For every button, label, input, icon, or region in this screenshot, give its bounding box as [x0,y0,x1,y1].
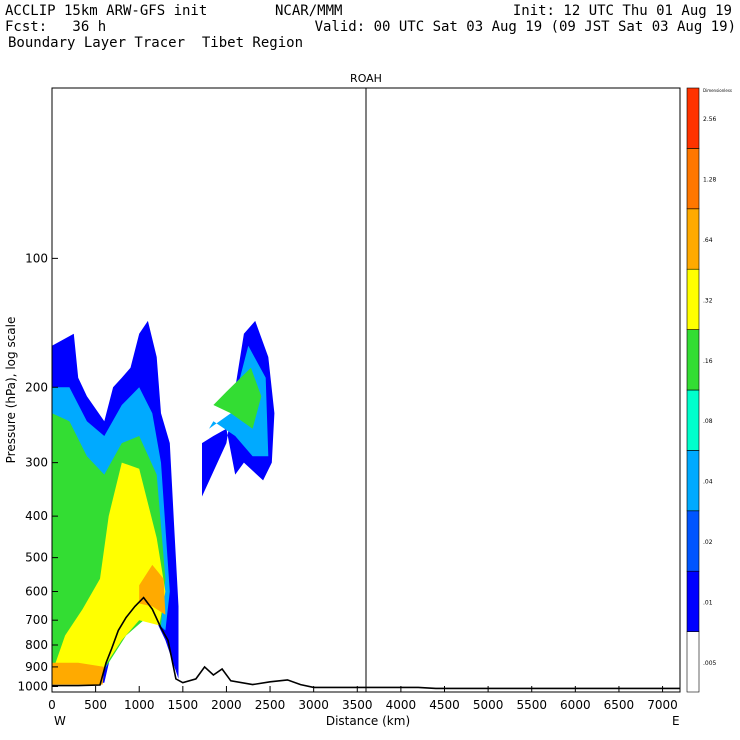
colorbar-title: Dimensionless [703,88,732,93]
y-tick-label: 300 [25,456,48,470]
x-tick-label: 6500 [604,698,635,712]
x-tick-label: 4000 [386,698,417,712]
y-tick-label: 600 [25,585,48,599]
y-tick-label: 500 [25,551,48,565]
x-axis-ticks: 0 500 1000 1500 2000 2500 3000 3500 4000 4500 5000… [48,686,678,712]
x-tick-label: 5500 [516,698,547,712]
colorbar-level-label: .04 [703,479,713,486]
colorbar-level-label: 1.28 [703,177,717,184]
colorbar-swatch [686,570,700,632]
tracer-region-p64 [139,564,166,615]
x-tick-label: 0 [48,698,56,712]
colorbar-swatch [686,329,700,391]
colorbar-swatch [686,450,700,512]
colorbar-level-label: .64 [703,237,713,244]
y-axis-label: Pressure (hPa), log scale [4,317,18,464]
colorbar-level-label: .08 [703,418,713,425]
colorbar-swatch [686,268,700,330]
y-tick-label: 800 [25,638,48,652]
colorbar-level-label: .02 [703,539,713,546]
header-right-line1: Init: 12 UTC Thu 01 Aug 19 [512,3,732,19]
colorbar-swatch [686,631,700,693]
x-tick-label: 3000 [298,698,329,712]
header-right-line2: Valid: 00 UTC Sat 03 Aug 19 (09 JST Sat … [314,19,736,35]
colorbar-level-label: .01 [703,599,713,606]
header-left-line2: Fcst: 36 h [5,19,107,35]
x-tick-label: 1500 [168,698,199,712]
header-center-line1: NCAR/MMM [275,3,343,19]
x-tick-label: 2500 [255,698,286,712]
tracer-region-p32 [52,462,166,677]
x-axis-left-end-label: W [54,714,66,728]
y-tick-label: 200 [25,380,48,394]
colorbar-level-label: 2.56 [703,116,717,123]
x-tick-label: 7000 [647,698,678,712]
y-axis-ticks: 100 200 300 400 500 600 700 800 900 1000 [17,251,58,694]
y-tick-label: 900 [25,660,48,674]
tracer-region-p16 [213,367,262,429]
y-tick-label: 700 [25,613,48,627]
colorbar-swatch [686,148,700,210]
x-tick-label: 6000 [560,698,591,712]
x-axis-label: Distance (km) [326,714,410,728]
colorbar-swatch [686,510,700,572]
y-tick-label: 400 [25,509,48,523]
x-tick-label: 3500 [342,698,373,712]
terrain-line [52,596,680,690]
colorbar-swatch [686,389,700,451]
x-tick-label: 5000 [473,698,504,712]
tracer-field-layer [52,320,275,685]
x-tick-label: 2000 [211,698,242,712]
x-axis-right-end-label: E [672,714,680,728]
y-tick-label: 1000 [17,680,48,694]
header-left-line3: Boundary Layer Tracer Tibet Region [8,35,304,51]
colorbar: .005 .01 .02 .04 .08 .16 .32 .64 1.28 2.56 Dimensi… [686,87,732,693]
y-tick-label: 100 [25,251,48,265]
colorbar-swatch [686,87,700,149]
colorbar-level-label: .005 [703,660,717,667]
x-tick-label: 1000 [124,698,155,712]
colorbar-level-label: .32 [703,297,713,304]
x-tick-label: 500 [84,698,107,712]
colorbar-swatch [686,208,700,270]
chart-title: ROAH [350,72,382,85]
header-left-line1: ACCLIP 15km ARW-GFS init [5,3,208,19]
plot-frame [51,87,681,693]
x-tick-label: 4500 [429,698,460,712]
colorbar-level-label: .16 [703,358,713,365]
tracer-region-p64 [52,662,105,685]
